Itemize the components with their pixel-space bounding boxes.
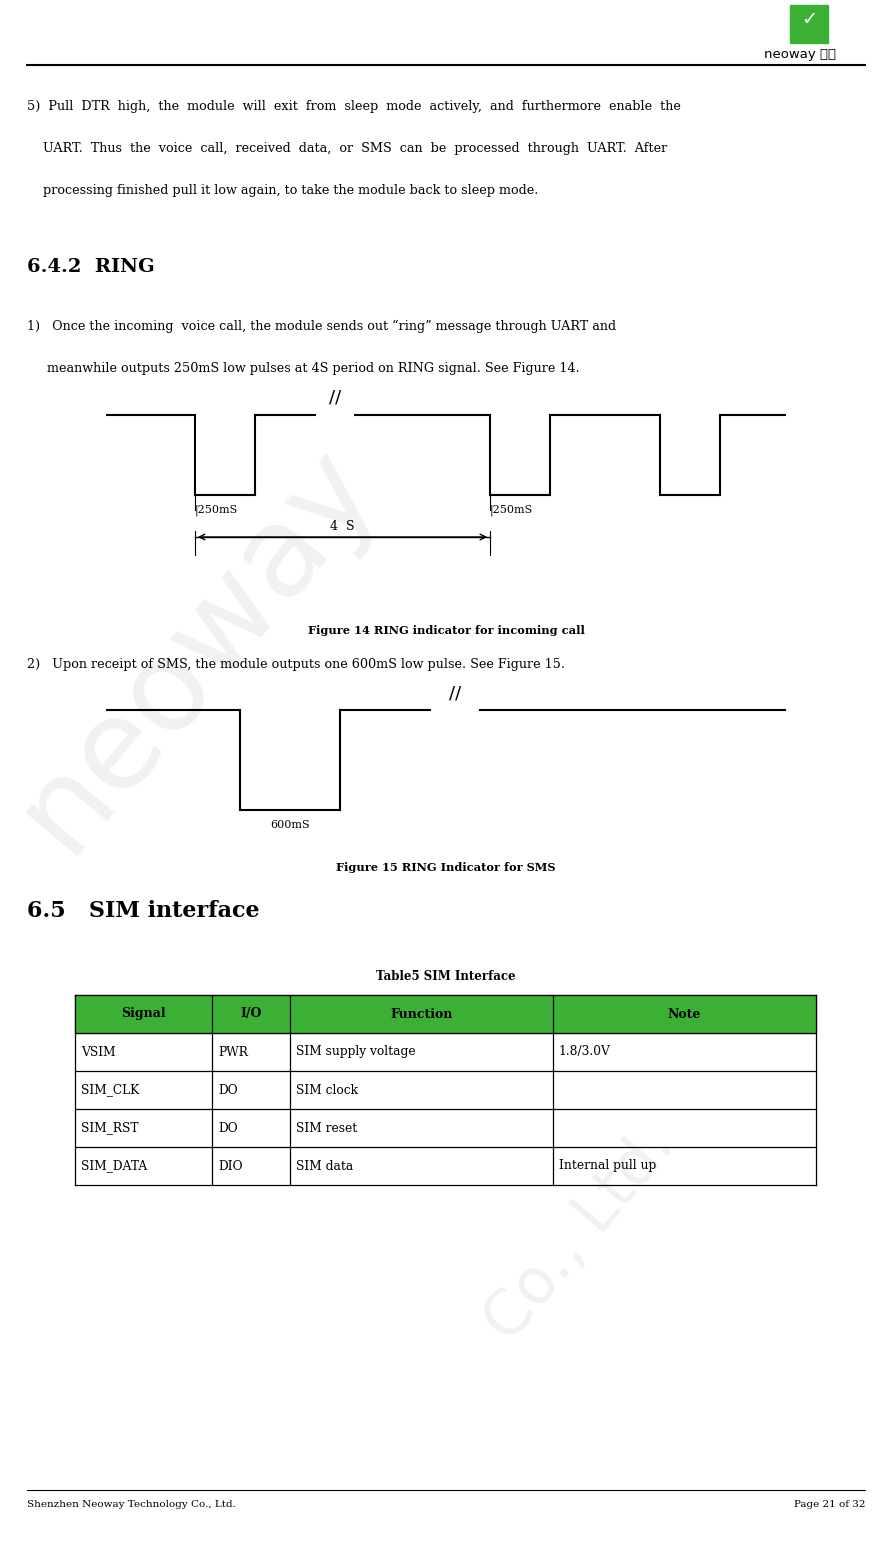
- Text: 2)   Upon receipt of SMS, the module outputs one 600mS low pulse. See Figure 15.: 2) Upon receipt of SMS, the module outpu…: [27, 657, 565, 671]
- Text: SIM reset: SIM reset: [296, 1122, 357, 1134]
- Bar: [790, 5, 828, 43]
- Text: Page 21 of 32: Page 21 of 32: [794, 1500, 865, 1509]
- Text: SIM supply voltage: SIM supply voltage: [296, 1046, 416, 1058]
- Text: Function: Function: [390, 1008, 452, 1020]
- Text: DIO: DIO: [218, 1159, 243, 1173]
- Text: neoway 有方: neoway 有方: [764, 48, 836, 62]
- Text: Signal: Signal: [121, 1008, 166, 1020]
- Text: 1)   Once the incoming  voice call, the module sends out “ring” message through : 1) Once the incoming voice call, the mod…: [27, 319, 616, 333]
- Text: Shenzhen Neoway Technology Co., Ltd.: Shenzhen Neoway Technology Co., Ltd.: [27, 1500, 235, 1509]
- Text: Figure 15 RING Indicator for SMS: Figure 15 RING Indicator for SMS: [336, 863, 556, 873]
- Text: Co., Ltd.: Co., Ltd.: [474, 1116, 686, 1353]
- Text: //: //: [329, 389, 341, 407]
- Text: VSIM: VSIM: [81, 1046, 116, 1058]
- Text: |250mS: |250mS: [490, 505, 533, 517]
- Bar: [75, 995, 816, 1032]
- Text: UART.  Thus  the  voice  call,  received  data,  or  SMS  can  be  processed  th: UART. Thus the voice call, received data…: [27, 142, 667, 154]
- Text: SIM_CLK: SIM_CLK: [81, 1083, 139, 1097]
- Text: neoway: neoway: [0, 423, 399, 873]
- Text: 6.4.2  RING: 6.4.2 RING: [27, 258, 154, 276]
- Text: PWR: PWR: [218, 1046, 248, 1058]
- Text: I/O: I/O: [240, 1008, 261, 1020]
- Text: 5)  Pull  DTR  high,  the  module  will  exit  from  sleep  mode  actively,  and: 5) Pull DTR high, the module will exit f…: [27, 100, 681, 113]
- Text: SIM clock: SIM clock: [296, 1083, 358, 1097]
- Text: 1.8/3.0V: 1.8/3.0V: [559, 1046, 611, 1058]
- Text: DO: DO: [218, 1122, 237, 1134]
- Text: processing finished pull it low again, to take the module back to sleep mode.: processing finished pull it low again, t…: [27, 184, 539, 198]
- Text: SIM_RST: SIM_RST: [81, 1122, 138, 1134]
- Text: ✓: ✓: [801, 9, 817, 29]
- Text: Internal pull up: Internal pull up: [559, 1159, 657, 1173]
- Text: DO: DO: [218, 1083, 237, 1097]
- Text: //: //: [449, 684, 461, 702]
- Text: 4  S: 4 S: [330, 520, 355, 532]
- Text: Table5 SIM Interface: Table5 SIM Interface: [376, 971, 516, 983]
- Text: |250mS: |250mS: [195, 505, 238, 517]
- Text: meanwhile outputs 250mS low pulses at 4S period on RING signal. See Figure 14.: meanwhile outputs 250mS low pulses at 4S…: [27, 363, 580, 375]
- Text: Note: Note: [668, 1008, 701, 1020]
- Text: 6.5   SIM interface: 6.5 SIM interface: [27, 900, 260, 923]
- Text: SIM_DATA: SIM_DATA: [81, 1159, 147, 1173]
- Text: Figure 14 RING indicator for incoming call: Figure 14 RING indicator for incoming ca…: [308, 625, 584, 636]
- Text: SIM data: SIM data: [296, 1159, 353, 1173]
- Text: 600mS: 600mS: [270, 819, 310, 830]
